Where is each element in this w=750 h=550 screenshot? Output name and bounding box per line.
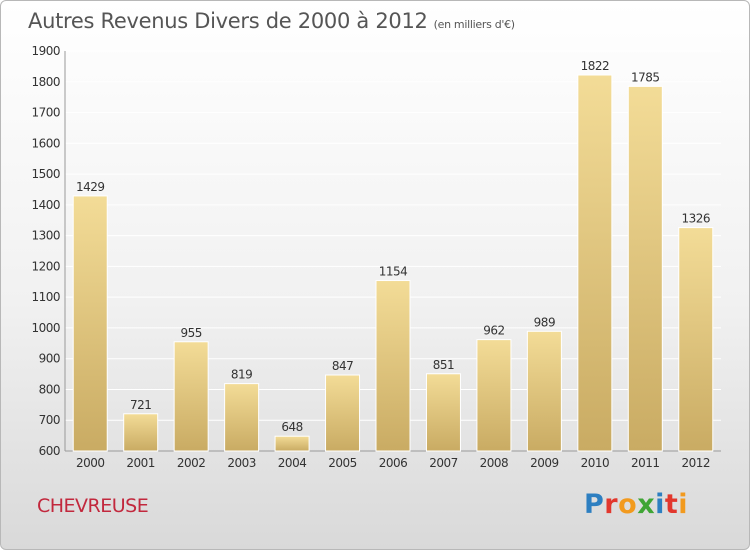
bar	[526, 330, 562, 452]
logo-letter: r	[604, 489, 619, 520]
logo-letter: P	[584, 489, 605, 520]
logo-letter: i	[655, 489, 665, 520]
data-labels: 1429 721 955 819 648 847 1154 851 962 989 1822 1785…	[76, 59, 711, 434]
data-label: 721	[130, 398, 151, 412]
bar	[274, 435, 310, 452]
y-tick-label: 1500	[31, 167, 60, 181]
data-label: 962	[483, 324, 504, 338]
data-label: 1429	[76, 180, 105, 194]
y-tick-label: 1700	[31, 106, 60, 120]
data-label: 1154	[379, 265, 408, 279]
bar	[325, 374, 361, 452]
bar	[123, 413, 159, 452]
chart-title: Autres Revenus Divers de 2000 à 2012 (en …	[28, 9, 515, 33]
logo-letter: t	[664, 489, 679, 520]
x-tick-label: 2011	[631, 456, 660, 470]
x-tick-label: 2008	[480, 456, 509, 470]
bar	[173, 341, 209, 452]
data-label: 648	[281, 420, 302, 434]
data-label: 1785	[631, 70, 660, 84]
chart-title-text: Autres Revenus Divers de 2000 à 2012	[28, 9, 428, 33]
y-axis-ticks: 600 700 800 900 1000 1100 1200 1300 1400 1500 1600…	[31, 44, 60, 458]
y-tick-label: 1800	[31, 75, 60, 89]
x-tick-label: 2007	[429, 456, 458, 470]
bar	[627, 85, 663, 452]
proxiti-logo: Proxiti	[584, 489, 688, 520]
x-axis-ticks: 2000 2001 2002 2003 2004 2005 2006 2007 2008 2009…	[76, 456, 711, 470]
bar	[425, 373, 461, 452]
data-label: 989	[534, 315, 555, 329]
y-tick-label: 600	[39, 444, 60, 458]
x-tick-label: 2012	[681, 456, 710, 470]
x-tick-label: 2002	[177, 456, 206, 470]
bar	[72, 195, 108, 452]
data-label: 847	[332, 359, 353, 373]
y-tick-label: 700	[39, 413, 60, 427]
y-tick-label: 1000	[31, 321, 60, 335]
logo-letter: x	[637, 489, 656, 520]
bar	[678, 227, 714, 452]
y-tick-label: 1400	[31, 198, 60, 212]
bar	[476, 339, 512, 452]
x-tick-label: 2001	[126, 456, 155, 470]
logo-letter: o	[618, 489, 638, 520]
bars	[72, 74, 714, 452]
x-tick-label: 2005	[328, 456, 357, 470]
y-tick-label: 1900	[31, 44, 60, 58]
y-tick-label: 1200	[31, 259, 60, 273]
x-tick-label: 2009	[530, 456, 559, 470]
data-label: 1326	[681, 212, 710, 226]
chart-subtitle: (en milliers d'€)	[433, 18, 515, 31]
data-label: 955	[180, 326, 201, 340]
x-tick-label: 2003	[227, 456, 256, 470]
bar	[224, 383, 260, 452]
town-name: CHEVREUSE	[37, 495, 149, 517]
y-tick-label: 1300	[31, 229, 60, 243]
x-tick-label: 2010	[581, 456, 610, 470]
bar	[375, 280, 411, 452]
x-tick-label: 2000	[76, 456, 105, 470]
data-label: 851	[433, 358, 454, 372]
y-tick-label: 900	[39, 352, 60, 366]
data-label: 1822	[581, 59, 610, 73]
data-label: 819	[231, 368, 252, 382]
y-tick-label: 1100	[31, 290, 60, 304]
y-tick-label: 1600	[31, 136, 60, 150]
bar	[577, 74, 613, 452]
y-tick-label: 800	[39, 382, 60, 396]
logo-letter: i	[678, 489, 689, 520]
x-tick-label: 2006	[379, 456, 408, 470]
x-tick-label: 2004	[278, 456, 307, 470]
